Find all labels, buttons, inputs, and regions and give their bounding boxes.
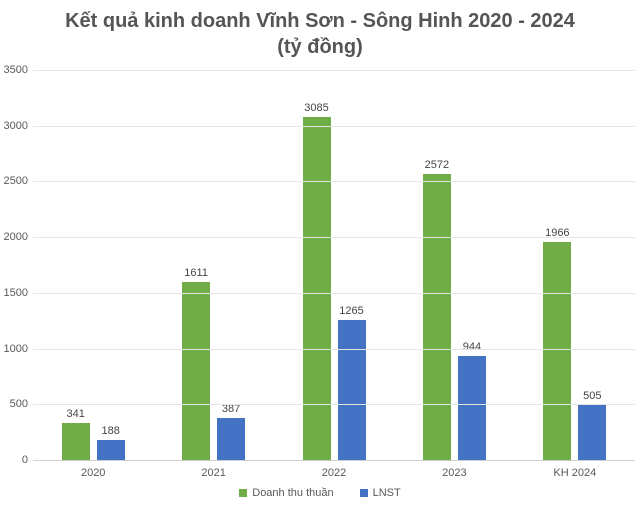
x-tick-label: 2022 — [321, 467, 347, 479]
x-tick-label: 2021 — [201, 467, 226, 479]
bar-value-label: 387 — [221, 402, 241, 415]
legend-item: LNST — [359, 487, 401, 499]
bar-column: 2572 — [422, 71, 451, 461]
gridline — [33, 237, 635, 239]
bar — [337, 320, 366, 461]
y-tick-label: 1000 — [3, 342, 28, 355]
x-axis-line — [33, 460, 635, 461]
plot-area: 341 188 1611 387 3085 1265 2572 944 1966 505 — [33, 70, 635, 461]
bar-value-label: 3085 — [304, 102, 329, 115]
y-tick-label: 1500 — [3, 286, 28, 299]
x-tick-label: KH 2024 — [553, 467, 597, 479]
bar-group: 1611 387 — [153, 71, 273, 461]
gridline — [33, 181, 635, 183]
bar-group: 1966 505 — [515, 71, 635, 461]
y-tick-label: 2000 — [3, 231, 28, 244]
bar-value-label: 505 — [583, 389, 602, 402]
bar — [422, 174, 451, 461]
bar-column: 1611 — [182, 71, 211, 461]
bar-column: 1966 — [543, 71, 572, 461]
bar — [302, 117, 331, 461]
y-tick-label: 500 — [9, 398, 28, 411]
gridline — [33, 292, 635, 294]
bar — [96, 440, 125, 461]
legend-swatch — [359, 489, 368, 497]
legend: Doanh thu thuần LNST — [0, 487, 640, 499]
y-tick-label: 2500 — [3, 175, 28, 188]
bar-column: 944 — [457, 71, 486, 461]
bar-column: 188 — [96, 71, 125, 461]
gridline — [33, 70, 635, 71]
gridline — [33, 125, 635, 127]
y-axis: 0 500 1000 1500 2000 2500 3000 3500 — [0, 64, 28, 466]
bar — [457, 355, 486, 461]
chart-title-line1: Kết quả kinh doanh Vĩnh Sơn - Sông Hinh … — [65, 10, 575, 32]
bar-value-label: 944 — [462, 340, 482, 353]
legend-swatch — [239, 489, 248, 497]
bar-value-label: 1611 — [184, 266, 208, 279]
bar — [182, 281, 211, 461]
x-tick-label: 2023 — [442, 467, 467, 479]
y-tick-label: 0 — [21, 454, 28, 466]
bar — [217, 417, 246, 461]
bar — [543, 241, 572, 461]
bar-groups: 341 188 1611 387 3085 1265 2572 944 1966 505 — [33, 71, 635, 461]
bar-value-label: 188 — [101, 425, 120, 438]
bar-group: 2572 944 — [394, 71, 514, 461]
bar-column: 505 — [578, 71, 607, 461]
legend-label: Doanh thu thuần — [252, 487, 334, 499]
gridline — [33, 404, 635, 406]
bar — [61, 423, 90, 461]
gridline — [33, 348, 635, 350]
bar-value-label: 2572 — [424, 159, 450, 172]
bar-column: 1265 — [337, 71, 366, 461]
y-tick-label: 3000 — [3, 119, 28, 132]
bar-value-label: 1265 — [339, 305, 364, 318]
y-tick-label: 3500 — [3, 64, 28, 76]
x-tick-label: 2020 — [80, 467, 106, 479]
bar-column: 387 — [217, 71, 246, 461]
chart-title: Kết quả kinh doanh Vĩnh Sơn - Sông Hinh … — [0, 8, 640, 60]
x-axis: 2020 2021 2022 2023 KH 2024 — [33, 467, 635, 479]
chart-title-line2: (tỷ đồng) — [277, 36, 363, 58]
legend-label: LNST — [372, 487, 401, 499]
bar-column: 3085 — [302, 71, 331, 461]
bar-group: 3085 1265 — [274, 71, 394, 461]
bar-value-label: 341 — [66, 408, 85, 421]
bar-group: 341 188 — [33, 71, 153, 461]
legend-item: Doanh thu thuần — [239, 487, 334, 499]
bar-column: 341 — [61, 71, 90, 461]
bar — [578, 404, 607, 461]
bar-value-label: 1966 — [545, 226, 570, 239]
